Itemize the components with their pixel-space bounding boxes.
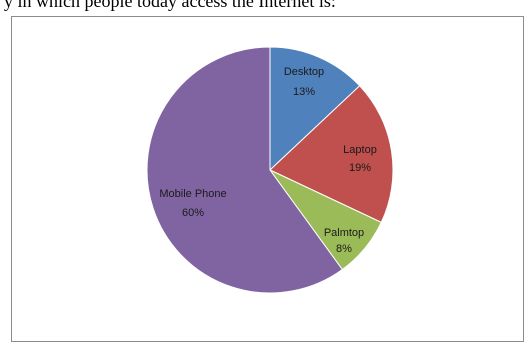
slice-value-palmtop: 8% [336, 243, 352, 255]
slice-label-desktop: Desktop [284, 66, 324, 78]
slice-label-mobile-phone: Mobile Phone [159, 188, 226, 200]
pie-slice-laptop [269, 85, 394, 224]
slice-label-palmtop: Palmtop [324, 227, 364, 239]
caption-strip: y in which people today access the Inter… [0, 0, 526, 16]
caption-text: y in which people today access the Inter… [4, 0, 336, 11]
slice-value-laptop: 19% [349, 162, 371, 174]
slice-value-desktop: 13% [293, 86, 315, 98]
pie-slice-desktop [269, 46, 361, 172]
slice-label-laptop: Laptop [343, 144, 377, 156]
slice-value-mobile-phone: 60% [182, 207, 204, 219]
pie-slice-mobile-phone [146, 46, 343, 294]
